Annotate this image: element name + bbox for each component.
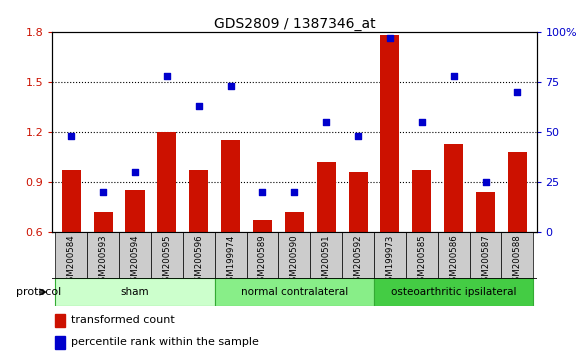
- Bar: [93, 212, 113, 232]
- Point: [99, 189, 108, 195]
- Point: [194, 103, 204, 109]
- Bar: [374, 278, 534, 306]
- Point: [417, 119, 426, 125]
- Bar: [246, 232, 278, 278]
- Text: GSM200591: GSM200591: [322, 234, 331, 287]
- Bar: [221, 140, 240, 232]
- Bar: [278, 232, 310, 278]
- Text: GSM200584: GSM200584: [67, 234, 76, 287]
- Bar: [310, 232, 342, 278]
- Bar: [412, 170, 432, 232]
- Bar: [380, 35, 400, 232]
- Bar: [342, 232, 374, 278]
- Bar: [119, 232, 151, 278]
- Text: transformed count: transformed count: [71, 315, 175, 325]
- Text: sham: sham: [121, 287, 150, 297]
- Text: protocol: protocol: [16, 287, 61, 297]
- Bar: [61, 170, 81, 232]
- Bar: [55, 278, 215, 306]
- Bar: [253, 220, 272, 232]
- Bar: [183, 232, 215, 278]
- Text: GSM199973: GSM199973: [386, 234, 394, 286]
- Bar: [215, 232, 246, 278]
- Bar: [55, 314, 66, 327]
- Bar: [285, 212, 304, 232]
- Text: normal contralateral: normal contralateral: [241, 287, 348, 297]
- Text: GSM200595: GSM200595: [162, 234, 172, 287]
- Point: [513, 89, 522, 95]
- Text: GSM200586: GSM200586: [449, 234, 458, 287]
- Bar: [502, 232, 534, 278]
- Bar: [151, 232, 183, 278]
- Point: [258, 189, 267, 195]
- Text: percentile rank within the sample: percentile rank within the sample: [71, 337, 259, 348]
- Text: GSM200596: GSM200596: [194, 234, 203, 287]
- Bar: [444, 143, 463, 232]
- Point: [481, 179, 490, 185]
- Text: GSM200593: GSM200593: [99, 234, 108, 287]
- Bar: [349, 172, 368, 232]
- Text: osteoarthritic ipsilateral: osteoarthritic ipsilateral: [391, 287, 516, 297]
- Bar: [406, 232, 438, 278]
- Bar: [215, 278, 374, 306]
- Bar: [508, 152, 527, 232]
- Point: [321, 119, 331, 125]
- Point: [449, 73, 458, 79]
- Bar: [55, 336, 66, 349]
- Text: GSM200585: GSM200585: [417, 234, 426, 287]
- Point: [385, 35, 394, 41]
- Point: [67, 133, 76, 139]
- Bar: [317, 162, 336, 232]
- Bar: [125, 190, 144, 232]
- Text: GSM199974: GSM199974: [226, 234, 235, 286]
- Text: GSM200589: GSM200589: [258, 234, 267, 287]
- Bar: [55, 232, 87, 278]
- Bar: [374, 232, 406, 278]
- Text: GSM200594: GSM200594: [130, 234, 140, 287]
- Bar: [87, 232, 119, 278]
- Bar: [476, 192, 495, 232]
- Bar: [438, 232, 470, 278]
- Bar: [189, 170, 208, 232]
- Point: [353, 133, 362, 139]
- Point: [226, 83, 235, 89]
- Bar: [470, 232, 502, 278]
- Bar: [157, 132, 176, 232]
- Text: GSM200592: GSM200592: [354, 234, 362, 287]
- Text: GSM200590: GSM200590: [290, 234, 299, 287]
- Title: GDS2809 / 1387346_at: GDS2809 / 1387346_at: [213, 17, 375, 31]
- Text: GSM200588: GSM200588: [513, 234, 522, 287]
- Point: [130, 169, 140, 175]
- Point: [290, 189, 299, 195]
- Text: GSM200587: GSM200587: [481, 234, 490, 287]
- Point: [162, 73, 172, 79]
